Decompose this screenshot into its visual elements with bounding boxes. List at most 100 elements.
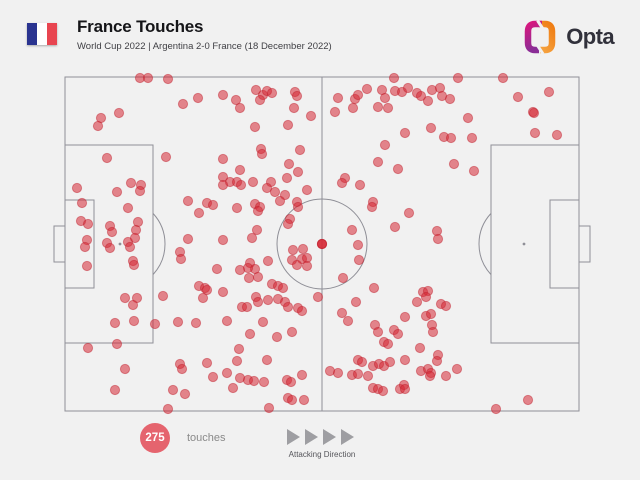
touch-point: [131, 292, 143, 304]
touch-point: [425, 122, 437, 134]
touch-point: [167, 384, 179, 396]
touch-point: [522, 394, 534, 406]
touch-point: [399, 354, 411, 366]
touch-point: [448, 158, 460, 170]
touch-point: [262, 294, 274, 306]
touch-point: [234, 102, 246, 114]
touch-point: [372, 156, 384, 168]
touch-point: [382, 102, 394, 114]
touch-point: [445, 132, 457, 144]
touch-point: [316, 238, 328, 250]
touch-point: [221, 367, 233, 379]
touch-point: [79, 241, 91, 253]
touch-point: [282, 119, 294, 131]
touch-point: [207, 371, 219, 383]
touch-point: [282, 218, 294, 230]
touch-point: [221, 315, 233, 327]
touch-point: [261, 354, 273, 366]
touch-point: [282, 301, 294, 313]
touch-point: [285, 376, 297, 388]
touch-point: [162, 403, 174, 415]
touch-point: [352, 89, 364, 101]
touch-point: [177, 98, 189, 110]
touch-point: [346, 224, 358, 236]
touch-point: [291, 90, 303, 102]
touch-point: [217, 286, 229, 298]
touch-point: [337, 272, 349, 284]
touch-point: [305, 110, 317, 122]
touch-point: [466, 132, 478, 144]
touch-point: [111, 186, 123, 198]
touch-point: [111, 338, 123, 350]
touch-point: [217, 179, 229, 191]
arrow-right-icon: [287, 429, 300, 445]
touch-point: [288, 102, 300, 114]
touch-point: [252, 271, 264, 283]
touch-point: [106, 226, 118, 238]
touch-point: [263, 402, 275, 414]
touch-point: [402, 82, 414, 94]
touch-point: [109, 384, 121, 396]
touch-point: [399, 311, 411, 323]
touch-point: [201, 284, 213, 296]
touch-point: [415, 90, 427, 102]
touch-point: [162, 73, 174, 85]
left-penalty-arc: [152, 213, 166, 275]
touch-point: [291, 259, 303, 271]
touch-point: [211, 263, 223, 275]
touch-point: [372, 101, 384, 113]
touch-point: [274, 195, 286, 207]
centre-circle: [276, 198, 368, 290]
arrow-right-icon: [341, 429, 354, 445]
touch-point: [243, 272, 255, 284]
touch-point: [294, 144, 306, 156]
touch-point: [529, 127, 541, 139]
touch-point: [399, 383, 411, 395]
page-title: France Touches: [77, 17, 204, 36]
touch-point: [271, 331, 283, 343]
touch-point: [336, 177, 348, 189]
touch-point: [388, 72, 400, 84]
arrow-right-icon: [323, 429, 336, 445]
touch-point: [372, 326, 384, 338]
touch-point: [92, 120, 104, 132]
touch-point: [119, 363, 131, 375]
touch-point: [119, 292, 131, 304]
touch-point: [182, 195, 194, 207]
touch-point: [411, 296, 423, 308]
touch-point: [197, 292, 209, 304]
touch-point: [244, 328, 256, 340]
touch-point: [104, 242, 116, 254]
touch-point: [190, 317, 202, 329]
touch-point: [366, 201, 378, 213]
touch-point: [377, 385, 389, 397]
touch-point: [414, 342, 426, 354]
touch-point: [379, 92, 391, 104]
touch-point: [379, 139, 391, 151]
touch-point: [207, 199, 219, 211]
touch-point: [420, 291, 432, 303]
touch-point: [332, 367, 344, 379]
touch-point: [287, 244, 299, 256]
touch-point: [172, 316, 184, 328]
arrow-right-icon: [305, 429, 318, 445]
touch-point: [301, 184, 313, 196]
touch-point: [392, 328, 404, 340]
touch-point: [528, 107, 540, 119]
touch-point: [258, 376, 270, 388]
touch-point: [257, 316, 269, 328]
touch-count-badge: 275: [140, 423, 170, 453]
touch-point: [361, 83, 373, 95]
touch-point: [192, 92, 204, 104]
touch-point: [128, 315, 140, 327]
touch-point: [127, 299, 139, 311]
touch-point: [247, 176, 259, 188]
touch-point: [384, 356, 396, 368]
touch-point: [382, 338, 394, 350]
right-penalty-arc: [478, 213, 492, 275]
touch-point: [424, 370, 436, 382]
touch-point: [269, 186, 281, 198]
touch-point: [399, 127, 411, 139]
touch-point: [490, 403, 502, 415]
